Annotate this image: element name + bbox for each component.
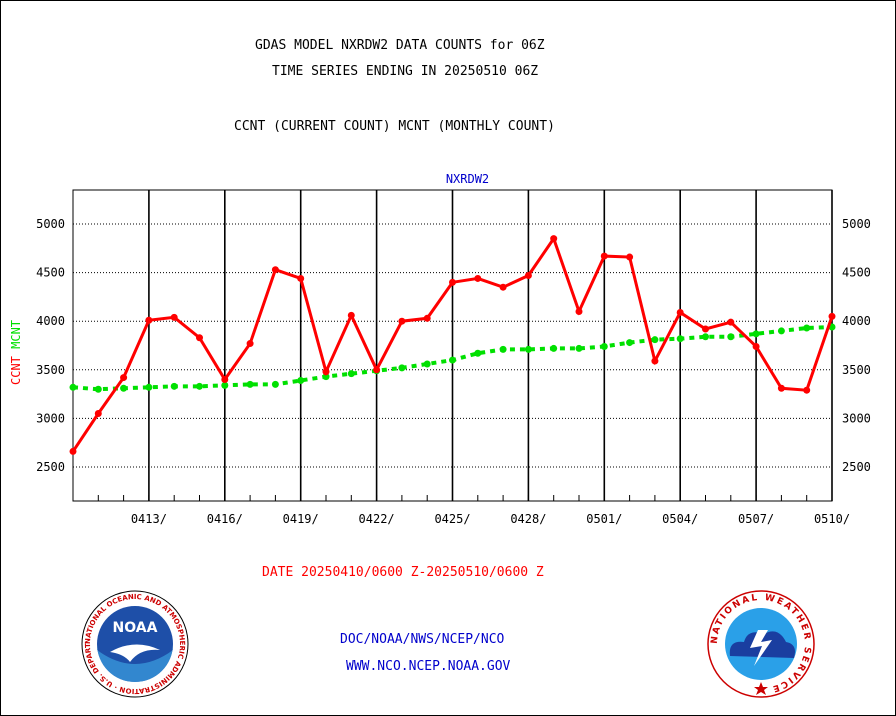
x-tick-label: 0416/ <box>207 512 243 526</box>
y-tick-label-right: 5000 <box>842 217 871 231</box>
series-ccnt-point <box>221 376 229 384</box>
series-mcnt-point <box>347 370 355 378</box>
org-path-link[interactable]: DOC/NOAA/NWS/NCEP/NCO <box>340 632 505 647</box>
series-ccnt-point <box>752 342 760 350</box>
series-mcnt-point <box>69 383 77 391</box>
x-tick-label: 0428/ <box>510 512 546 526</box>
date-range-label: DATE 20250410/0600 Z-20250510/0600 Z <box>262 565 544 580</box>
x-tick-label: 0419/ <box>283 512 319 526</box>
series-mcnt-point <box>499 345 507 353</box>
noaa-logo: NATIONAL OCEANIC AND ATMOSPHERIC ADMINIS… <box>80 590 189 698</box>
series-ccnt-point <box>94 410 102 418</box>
series-mcnt-point <box>524 345 532 353</box>
y-tick-label-left: 3500 <box>36 363 65 377</box>
series-mcnt-point <box>676 335 684 343</box>
series-mcnt-point <box>94 385 102 393</box>
series-ccnt-point <box>777 384 785 392</box>
series-ccnt-point <box>69 447 77 455</box>
series-ccnt-point <box>676 308 684 316</box>
series-mcnt-point <box>474 349 482 357</box>
series-mcnt-point <box>170 382 178 390</box>
station-label: NXRDW2 <box>446 172 489 186</box>
y-tick-label-left: 2500 <box>36 460 65 474</box>
series-ccnt-point <box>347 311 355 319</box>
x-tick-label: 0413/ <box>131 512 167 526</box>
y-axis-label-ccnt: CCNT <box>9 356 23 385</box>
series-ccnt-point <box>246 340 254 348</box>
series-mcnt-point <box>196 382 203 390</box>
noaa-logo-text: NOAA <box>113 620 158 636</box>
series-ccnt-point <box>651 357 659 365</box>
series-mcnt-point <box>120 384 128 392</box>
series-mcnt-point <box>651 336 659 344</box>
x-tick-label: 0510/ <box>814 512 850 526</box>
series-ccnt-point <box>727 318 735 326</box>
y-tick-label-right: 3000 <box>842 411 871 425</box>
series-ccnt-point <box>803 386 811 394</box>
series-ccnt-point <box>702 325 709 333</box>
series-mcnt-point <box>803 324 811 332</box>
chart-subtitle: CCNT (CURRENT COUNT) MCNT (MONTHLY COUNT… <box>234 119 555 134</box>
series-ccnt-point <box>499 283 507 291</box>
website-link[interactable]: WWW.NCO.NCEP.NOAA.GOV <box>346 659 511 674</box>
series-mcnt-point <box>271 380 279 388</box>
series-ccnt-point <box>828 312 836 320</box>
x-tick-label: 0425/ <box>434 512 470 526</box>
x-tick-label: 0507/ <box>738 512 774 526</box>
series-mcnt-point <box>398 364 406 372</box>
series-ccnt-point <box>297 274 305 282</box>
series-ccnt-point <box>271 266 279 274</box>
x-tick-label: 0422/ <box>359 512 395 526</box>
series-ccnt-point <box>474 274 482 282</box>
series-ccnt-point <box>449 278 456 286</box>
y-tick-label-right: 4500 <box>842 266 871 280</box>
series-ccnt-point <box>550 235 558 243</box>
series-mcnt-point <box>752 330 760 338</box>
series-ccnt-point <box>373 366 381 374</box>
series-mcnt-point <box>449 356 456 364</box>
y-axis-label: CCNT MCNT <box>9 320 23 385</box>
series-ccnt-point <box>196 334 203 342</box>
series-mcnt-point <box>297 376 305 384</box>
chart-title-line1: GDAS MODEL NXRDW2 DATA COUNTS for 06Z <box>255 38 545 53</box>
series-ccnt-point <box>145 316 153 324</box>
series-ccnt-point <box>322 368 330 376</box>
y-tick-label-left: 4500 <box>36 266 65 280</box>
y-tick-label-right: 2500 <box>842 460 871 474</box>
series-mcnt-point <box>550 344 558 352</box>
series-mcnt-point <box>221 381 229 389</box>
series-mcnt-point <box>727 333 735 341</box>
series-mcnt-point <box>702 333 709 341</box>
series-ccnt-point <box>120 374 128 382</box>
y-tick-label-left: 5000 <box>36 217 65 231</box>
series-mcnt-point <box>322 373 330 381</box>
series-ccnt-point <box>626 253 634 261</box>
series-ccnt-point <box>423 314 431 322</box>
y-tick-label-right: 4000 <box>842 314 871 328</box>
series-ccnt-point <box>170 313 178 321</box>
y-axis-label-mcnt: MCNT <box>9 320 23 356</box>
series-mcnt-point <box>600 342 608 350</box>
series-mcnt-point <box>145 383 153 391</box>
series-mcnt-point <box>246 380 254 388</box>
x-tick-label: 0504/ <box>662 512 698 526</box>
y-tick-label-right: 3500 <box>842 363 871 377</box>
series-mcnt-point <box>575 344 583 352</box>
series-ccnt-point <box>524 272 532 280</box>
series-mcnt-point <box>777 327 785 335</box>
nws-logo: NATIONAL WEATHER SERVICE <box>707 590 815 698</box>
series-ccnt-point <box>398 317 406 325</box>
series-mcnt-point <box>423 360 431 368</box>
y-tick-label-left: 4000 <box>36 314 65 328</box>
series-ccnt-point <box>575 307 583 315</box>
y-tick-label-left: 3000 <box>36 411 65 425</box>
series-ccnt-point <box>600 252 608 260</box>
x-tick-label: 0501/ <box>586 512 622 526</box>
series-mcnt-point <box>626 339 634 347</box>
chart-title-line2: TIME SERIES ENDING IN 20250510 06Z <box>272 64 539 79</box>
